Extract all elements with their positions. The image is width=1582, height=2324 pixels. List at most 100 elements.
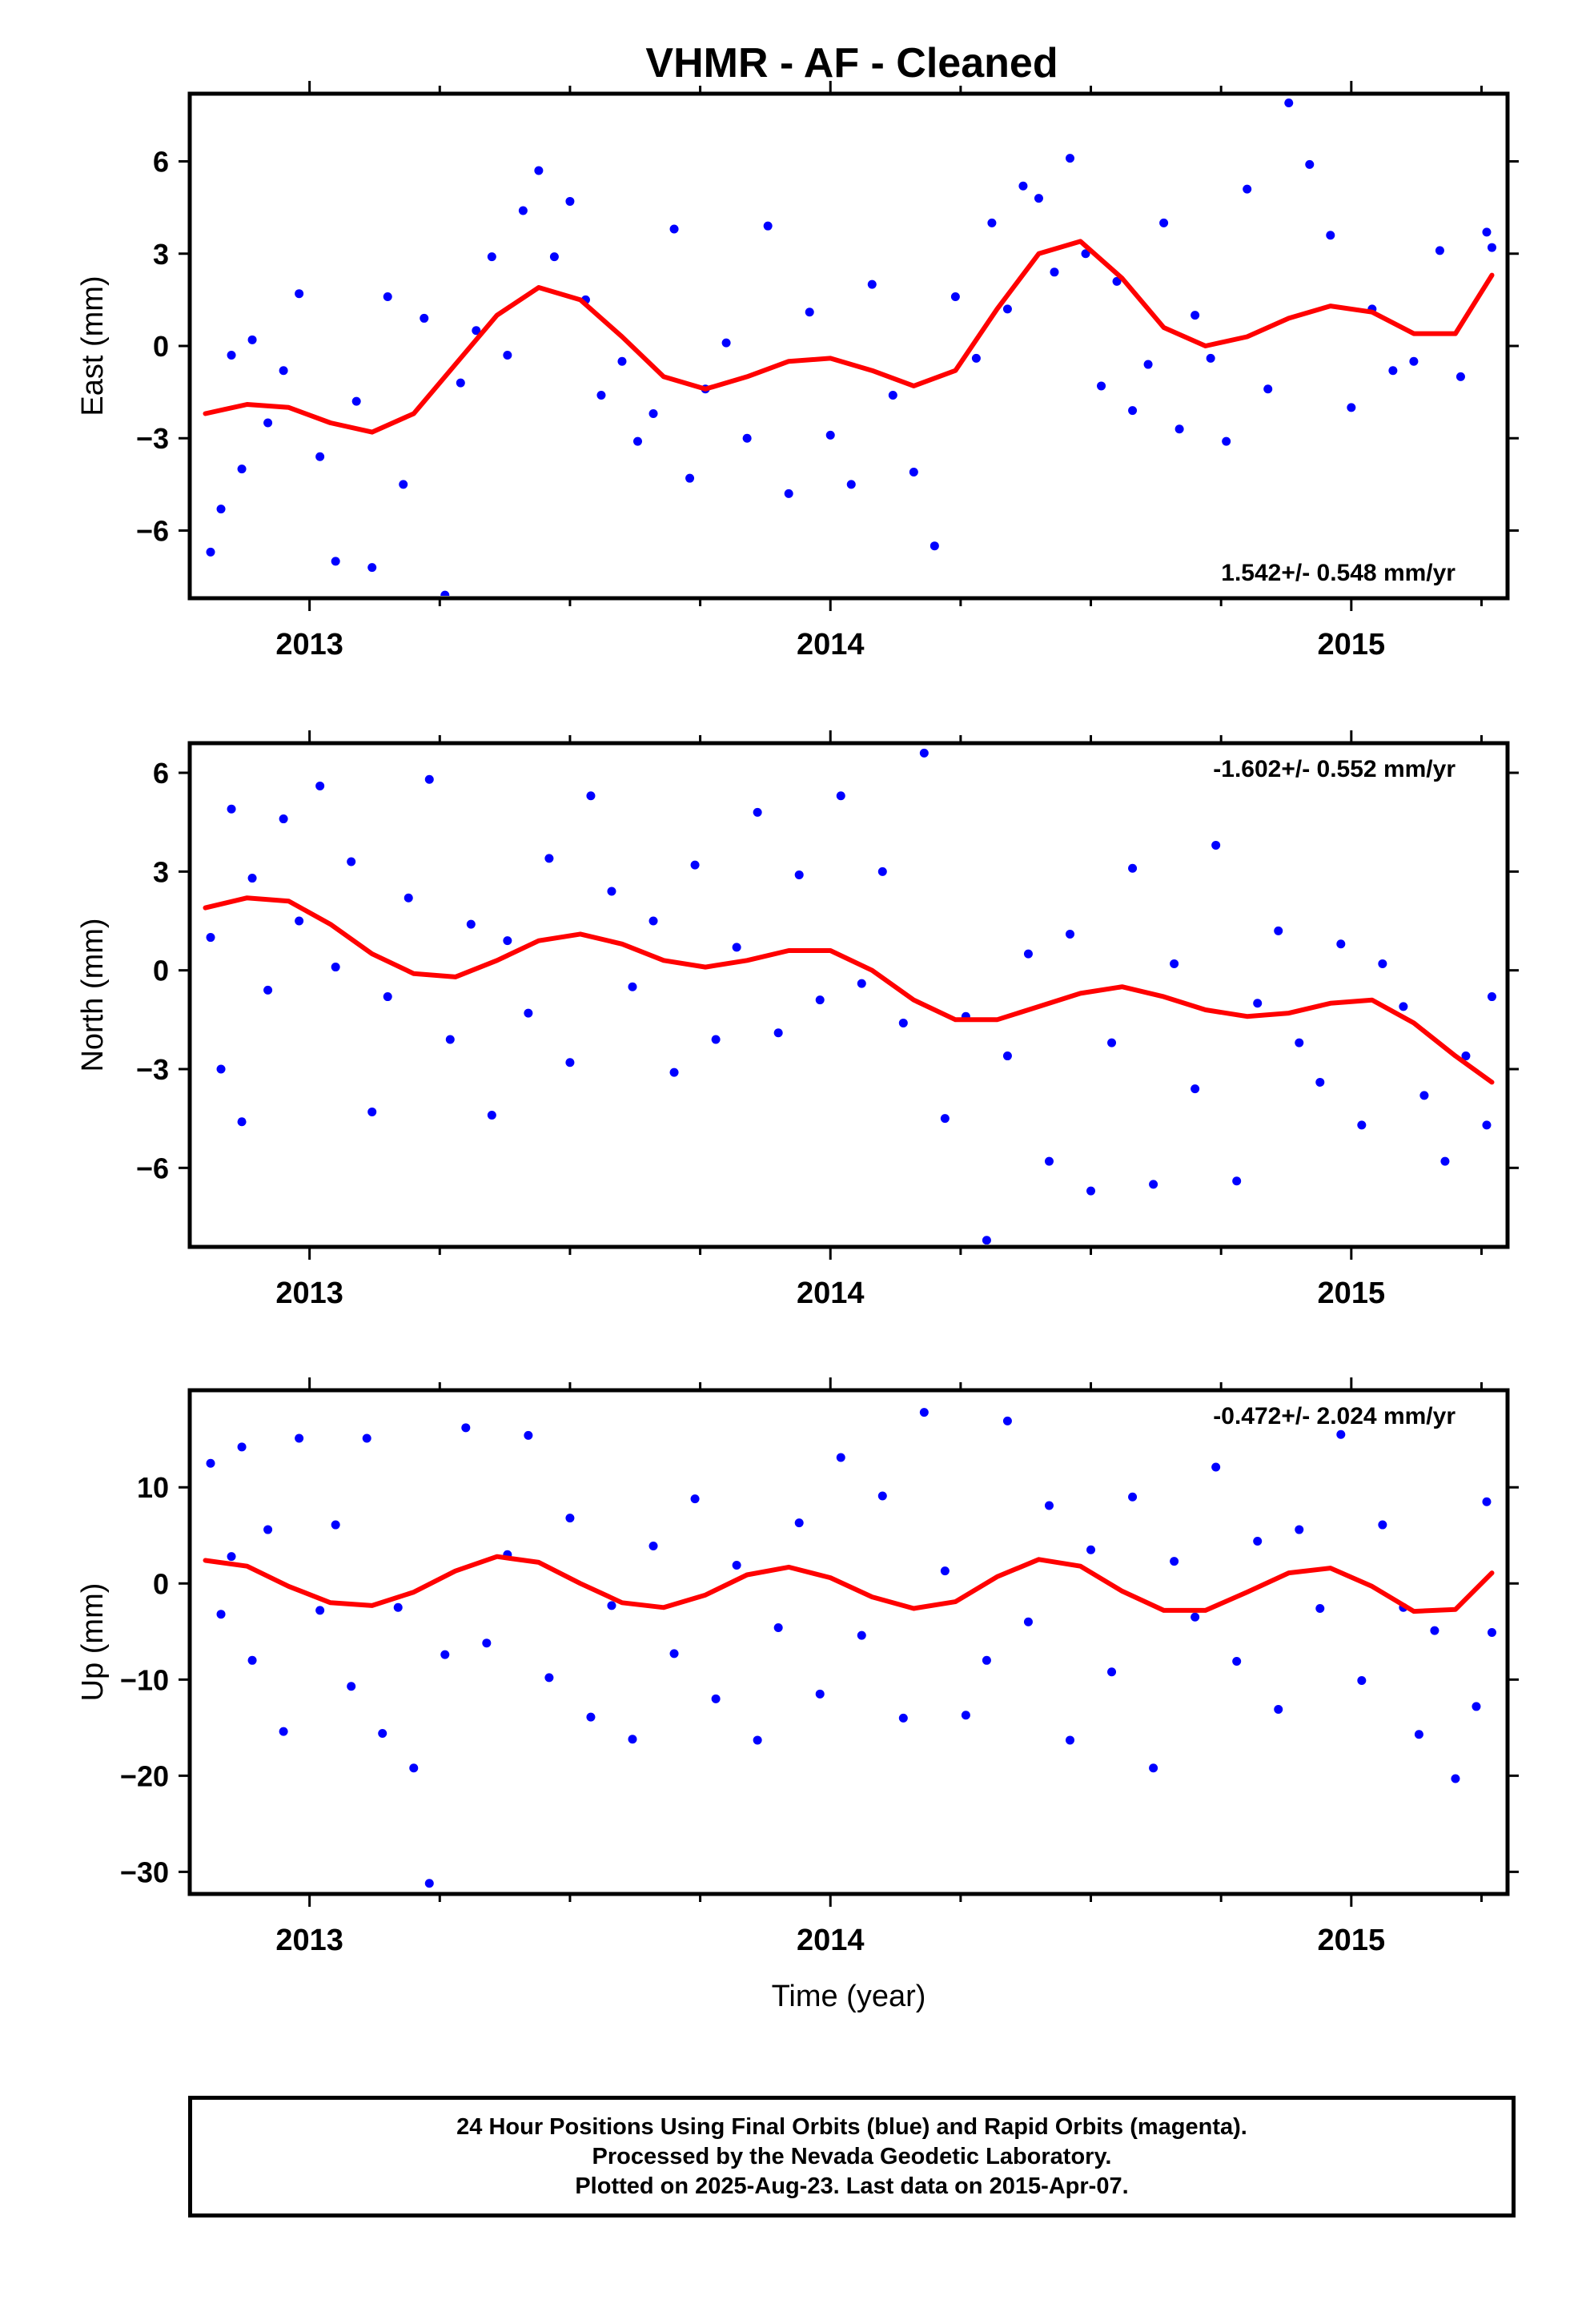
- data-point: [711, 1694, 721, 1703]
- panel-east: 2013 2014 2015 −6 −3 0 3 6 East (mm) 1.542+/- 0.5…: [76, 81, 1519, 661]
- data-point: [877, 1491, 887, 1501]
- data-point: [711, 1035, 721, 1044]
- data-point: [1347, 403, 1356, 412]
- data-point: [544, 1673, 554, 1683]
- data-point: [971, 353, 981, 363]
- data-point: [982, 1655, 991, 1665]
- data-point: [1357, 1120, 1367, 1130]
- data-point: [940, 1114, 950, 1124]
- y-tick-label: −3: [136, 1053, 169, 1086]
- data-point: [472, 326, 481, 336]
- data-point: [227, 804, 236, 814]
- model-fit-line: [203, 1554, 1495, 1614]
- data-point: [815, 995, 825, 1005]
- data-point: [1149, 1763, 1158, 1773]
- data-point: [1295, 1038, 1304, 1047]
- data-point: [1305, 159, 1315, 169]
- y-tick-label: −6: [136, 1152, 169, 1184]
- data-point: [690, 860, 700, 870]
- data-point: [331, 1520, 340, 1530]
- data-point: [898, 1018, 908, 1027]
- data-point: [227, 1552, 236, 1562]
- data-point: [690, 1494, 700, 1504]
- data-point: [1295, 1525, 1304, 1534]
- x-tick-label: 2015: [1318, 628, 1386, 661]
- data-point: [247, 874, 257, 883]
- data-point: [596, 390, 606, 400]
- data-point: [1044, 1501, 1054, 1510]
- data-point: [1211, 840, 1221, 850]
- footer-line-processed-by: Processed by the Nevada Geodetic Laborat…: [592, 2143, 1112, 2169]
- data-point: [1419, 1091, 1429, 1100]
- data-point: [1128, 1492, 1138, 1502]
- data-point: [1170, 1557, 1179, 1566]
- data-point: [1440, 1156, 1450, 1166]
- y-tick-label: −3: [136, 422, 169, 455]
- data-point: [888, 390, 897, 400]
- data-point: [367, 563, 377, 573]
- data-point: [206, 933, 215, 943]
- data-point: [721, 338, 731, 348]
- data-point: [1487, 1627, 1496, 1637]
- data-point: [445, 1035, 455, 1044]
- data-point: [1112, 276, 1122, 286]
- plot-frame-up: [187, 1388, 1510, 1896]
- data-point: [877, 866, 887, 876]
- data-point: [773, 1028, 783, 1038]
- data-point: [628, 1735, 637, 1744]
- series-group: [203, 748, 1496, 1244]
- y-axis-label: Up (mm): [76, 1583, 110, 1702]
- data-point: [669, 224, 679, 234]
- data-point: [1284, 99, 1294, 108]
- data-point: [404, 893, 413, 903]
- data-point: [1081, 249, 1090, 259]
- data-point: [383, 292, 392, 302]
- data-point: [565, 1514, 575, 1523]
- data-point: [987, 218, 997, 227]
- data-point: [487, 1111, 496, 1120]
- data-point: [1232, 1657, 1242, 1667]
- data-point: [1472, 1702, 1481, 1711]
- data-point: [1206, 353, 1215, 363]
- data-point: [420, 313, 429, 323]
- y-tick-label: −20: [120, 1759, 169, 1792]
- plot-frame-north: [187, 741, 1510, 1249]
- data-point: [1174, 424, 1184, 434]
- data-point: [1326, 231, 1335, 240]
- y-axis-label: East (mm): [76, 275, 110, 416]
- data-point: [805, 308, 814, 317]
- model-fit-line: [203, 895, 1495, 1085]
- data-point: [461, 1423, 471, 1433]
- x-tick-label: 2013: [275, 1924, 343, 1957]
- data-point: [424, 774, 434, 784]
- data-point: [773, 1622, 783, 1632]
- data-point: [1435, 246, 1444, 255]
- y-tick-label: 10: [137, 1471, 169, 1504]
- data-point: [1107, 1038, 1117, 1047]
- data-point: [607, 887, 616, 896]
- data-point: [586, 791, 596, 801]
- data-point: [1023, 1617, 1033, 1626]
- data-point: [1128, 406, 1138, 416]
- data-point: [982, 1236, 991, 1244]
- model-fit-line: [203, 239, 1495, 435]
- data-point: [1128, 863, 1138, 873]
- series-group: [203, 1408, 1496, 1888]
- data-point: [1378, 959, 1387, 968]
- data-point: [1487, 243, 1496, 252]
- data-point: [825, 430, 835, 440]
- data-point: [1263, 384, 1273, 394]
- data-point: [279, 814, 288, 824]
- data-point: [544, 854, 554, 863]
- data-point: [315, 452, 325, 461]
- y-tick-label: 3: [153, 238, 169, 271]
- data-point: [909, 468, 918, 476]
- data-point: [685, 473, 695, 483]
- data-point: [524, 1430, 533, 1440]
- data-point: [216, 1064, 226, 1074]
- data-point: [1002, 1416, 1012, 1425]
- data-point: [237, 1117, 247, 1127]
- data-point: [898, 1713, 908, 1723]
